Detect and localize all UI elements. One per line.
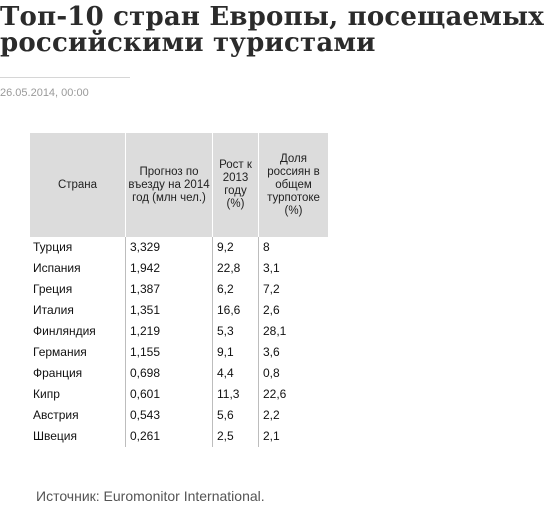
- cell-country: Франция: [33, 366, 83, 380]
- cell-forecast: 0,543: [125, 405, 213, 426]
- cell-country: Финляндия: [33, 324, 96, 338]
- cell-forecast: 0,261: [125, 426, 213, 447]
- cell-share: 3,6: [258, 342, 328, 363]
- cell-country: Швеция: [33, 429, 77, 443]
- header-share: Доля россиян в общем турпотоке (%): [258, 133, 328, 237]
- cell-share: 7,2: [258, 279, 328, 300]
- countries-table: Страна Прогноз по въезду на 2014 год (мл…: [30, 133, 328, 447]
- source-note: Источник: Euromonitor International.: [36, 488, 265, 504]
- cell-forecast: 0,601: [125, 384, 213, 405]
- cell-growth: 5,3: [212, 321, 259, 342]
- title-divider: [0, 77, 130, 78]
- cell-country: Германия: [33, 345, 87, 359]
- table-row: Финляндия 1,219 5,3 28,1: [30, 321, 328, 342]
- table-row: Германия 1,155 9,1 3,6: [30, 342, 328, 363]
- table-row: Австрия 0,543 5,6 2,2: [30, 405, 328, 426]
- cell-country: Австрия: [33, 408, 79, 422]
- cell-growth: 5,6: [212, 405, 259, 426]
- cell-share: 2,1: [258, 426, 328, 447]
- cell-forecast: 1,219: [125, 321, 213, 342]
- cell-growth: 6,2: [212, 279, 259, 300]
- cell-forecast: 1,387: [125, 279, 213, 300]
- cell-country: Италия: [33, 303, 74, 317]
- cell-share: 8: [258, 237, 328, 258]
- cell-growth: 11,3: [212, 384, 259, 405]
- cell-growth: 22,8: [212, 258, 259, 279]
- cell-country: Кипр: [33, 387, 60, 401]
- cell-share: 22,6: [258, 384, 328, 405]
- cell-share: 28,1: [258, 321, 328, 342]
- cell-growth: 9,1: [212, 342, 259, 363]
- cell-forecast: 1,351: [125, 300, 213, 321]
- article-title: Топ-10 стран Европы, посещаемых российск…: [0, 2, 545, 58]
- table-row: Испания 1,942 22,8 3,1: [30, 258, 328, 279]
- cell-growth: 2,5: [212, 426, 259, 447]
- cell-share: 3,1: [258, 258, 328, 279]
- table-row: Швеция 0,261 2,5 2,1: [30, 426, 328, 447]
- cell-forecast: 0,698: [125, 363, 213, 384]
- header-country: Страна: [30, 133, 126, 237]
- header-forecast: Прогноз по въезду на 2014 год (млн чел.): [125, 133, 213, 237]
- cell-forecast: 1,155: [125, 342, 213, 363]
- header-growth: Рост к 2013 году (%): [212, 133, 259, 237]
- table-row: Франция 0,698 4,4 0,8: [30, 363, 328, 384]
- cell-growth: 4,4: [212, 363, 259, 384]
- cell-growth: 16,6: [212, 300, 259, 321]
- cell-growth: 9,2: [212, 237, 259, 258]
- cell-country: Испания: [33, 261, 81, 275]
- cell-country: Греция: [33, 282, 73, 296]
- table-row: Италия 1,351 16,6 2,6: [30, 300, 328, 321]
- cell-forecast: 3,329: [125, 237, 213, 258]
- cell-share: 2,2: [258, 405, 328, 426]
- table-row: Кипр 0,601 11,3 22,6: [30, 384, 328, 405]
- table-row: Турция 3,329 9,2 8: [30, 237, 328, 258]
- cell-forecast: 1,942: [125, 258, 213, 279]
- cell-country: Турция: [33, 240, 73, 254]
- table-row: Греция 1,387 6,2 7,2: [30, 279, 328, 300]
- cell-share: 2,6: [258, 300, 328, 321]
- table-header-row: Страна Прогноз по въезду на 2014 год (мл…: [30, 133, 328, 237]
- cell-share: 0,8: [258, 363, 328, 384]
- publish-date: 26.05.2014, 00:00: [0, 87, 89, 99]
